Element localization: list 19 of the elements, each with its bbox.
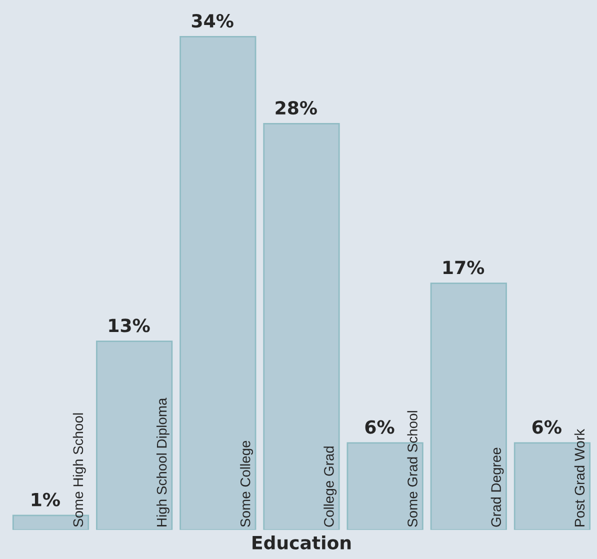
- x-tick-label: High School Diploma: [156, 398, 170, 526]
- x-tick-label: Some High School: [72, 413, 86, 527]
- data-label: 13%: [109, 318, 150, 332]
- x-tick-label: College Grad: [324, 446, 337, 527]
- data-label: 34%: [192, 14, 234, 28]
- bar: [180, 36, 256, 530]
- data-label: 28%: [276, 101, 317, 115]
- x-tick-label: Post Grad Work: [574, 428, 585, 526]
- data-label: 17%: [444, 260, 484, 274]
- data-label: 1%: [32, 492, 60, 506]
- x-tick-label: Some College: [240, 440, 254, 527]
- x-tick-label: Some Grad School: [407, 411, 418, 527]
- bar: [430, 282, 507, 530]
- data-label: 6%: [365, 420, 394, 434]
- bar: [96, 340, 173, 530]
- x-tick-label: Grad Degree: [490, 448, 504, 527]
- data-label: 6%: [532, 420, 562, 434]
- x-axis-title: Education: [252, 535, 351, 550]
- bar: [263, 123, 340, 530]
